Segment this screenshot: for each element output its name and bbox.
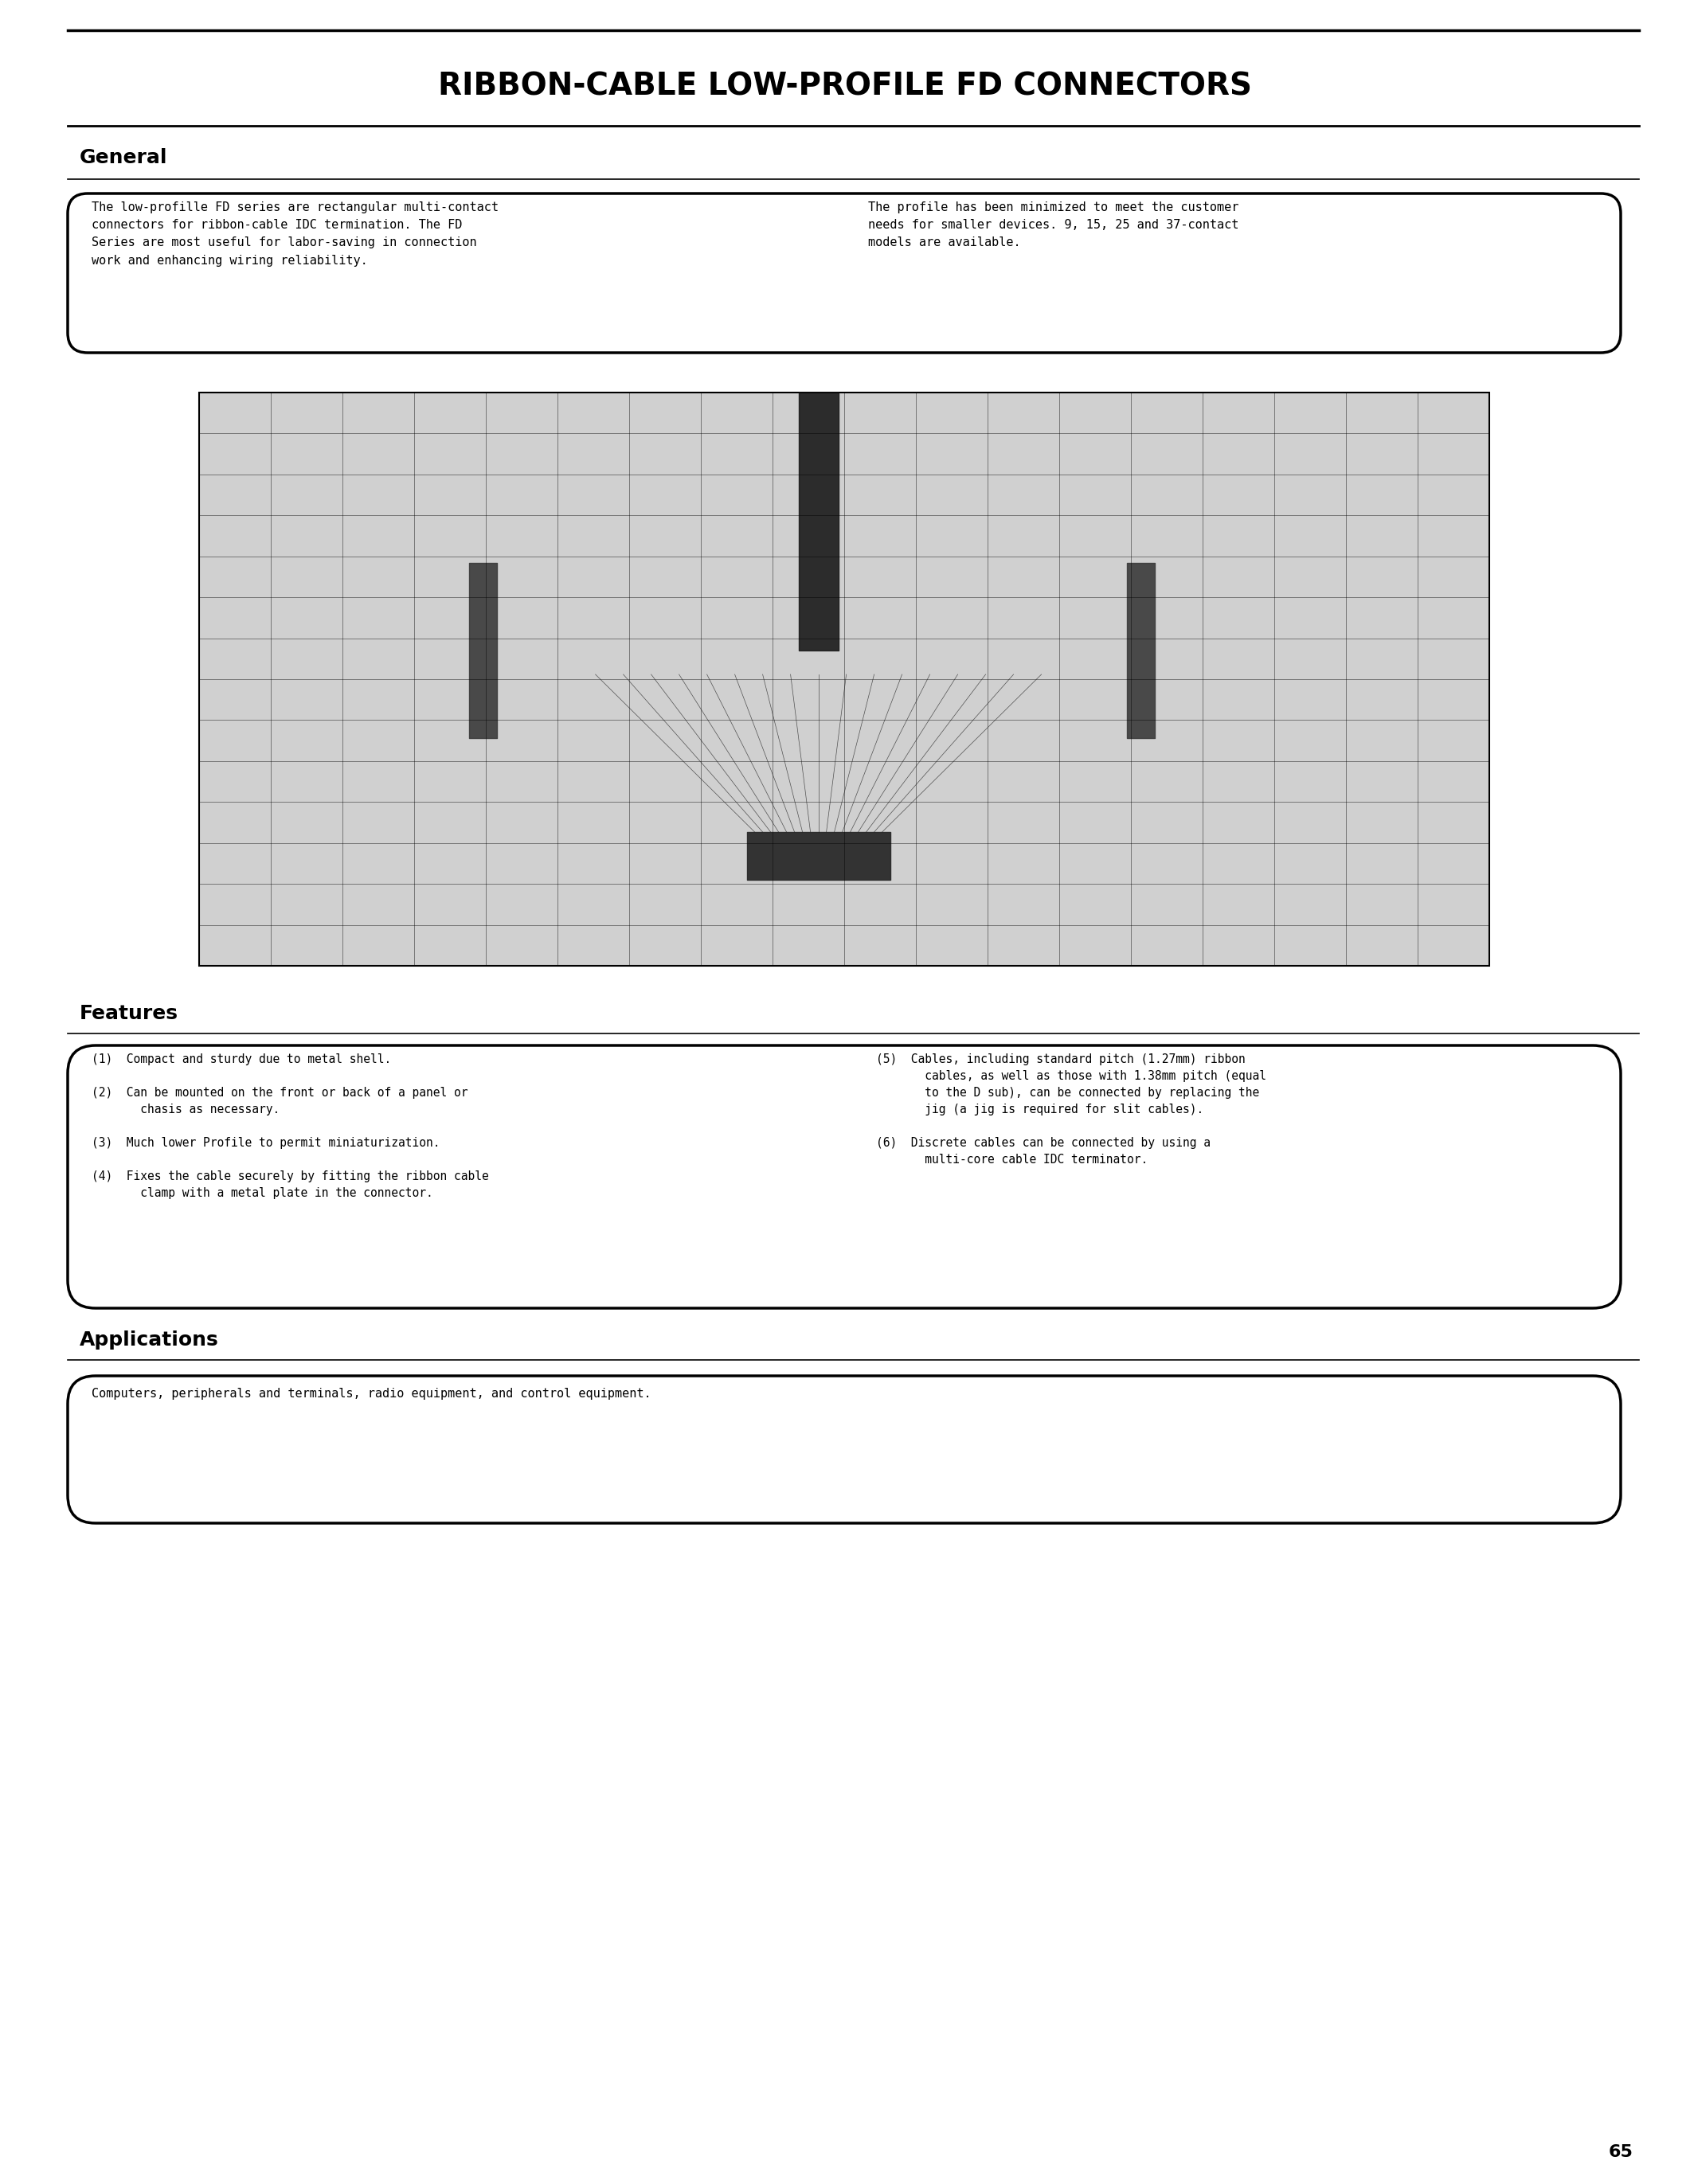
Text: 65: 65 xyxy=(1609,2145,1633,2160)
Text: (5)  Cables, including standard pitch (1.27mm) ribbon
       cables, as well as : (5) Cables, including standard pitch (1.… xyxy=(875,1053,1266,1166)
Text: The profile has been minimized to meet the customer
needs for smaller devices. 9: The profile has been minimized to meet t… xyxy=(869,201,1239,249)
Text: Computers, peripherals and terminals, radio equipment, and control equipment.: Computers, peripherals and terminals, ra… xyxy=(91,1387,651,1400)
Text: General: General xyxy=(79,149,167,168)
Text: RIBBON-CABLE LOW-PROFILE FD CONNECTORS: RIBBON-CABLE LOW-PROFILE FD CONNECTORS xyxy=(438,70,1252,100)
FancyBboxPatch shape xyxy=(68,194,1621,354)
Text: The low-profille FD series are rectangular multi-contact
connectors for ribbon-c: The low-profille FD series are rectangul… xyxy=(91,201,499,266)
FancyBboxPatch shape xyxy=(68,1376,1621,1522)
FancyBboxPatch shape xyxy=(68,1046,1621,1308)
Text: Applications: Applications xyxy=(79,1330,218,1350)
Text: (1)  Compact and sturdy due to metal shell.

(2)  Can be mounted on the front or: (1) Compact and sturdy due to metal shel… xyxy=(91,1053,488,1199)
Text: Features: Features xyxy=(79,1005,179,1022)
Bar xyxy=(199,393,1489,965)
